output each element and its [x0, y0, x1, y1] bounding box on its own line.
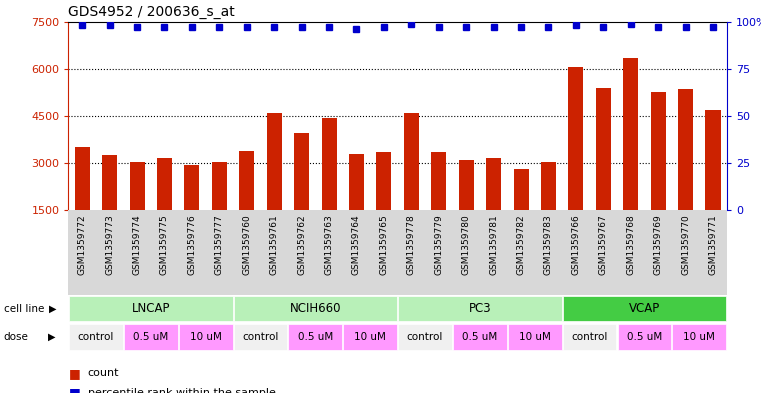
Text: cell line: cell line — [4, 303, 44, 314]
Text: control: control — [407, 332, 443, 342]
Bar — [541, 162, 556, 257]
Text: GSM1359781: GSM1359781 — [489, 215, 498, 275]
Bar — [596, 88, 611, 257]
Text: GSM1359772: GSM1359772 — [78, 215, 87, 275]
Bar — [69, 324, 123, 350]
Bar — [618, 324, 671, 350]
Bar — [294, 133, 309, 257]
Text: 10 uM: 10 uM — [519, 332, 551, 342]
Text: GSM1359762: GSM1359762 — [297, 215, 306, 275]
Text: percentile rank within the sample: percentile rank within the sample — [88, 388, 275, 393]
Bar — [343, 324, 397, 350]
Bar — [157, 158, 172, 257]
Text: GSM1359778: GSM1359778 — [407, 215, 416, 275]
Bar — [562, 324, 616, 350]
Text: 0.5 uM: 0.5 uM — [627, 332, 662, 342]
Text: 0.5 uM: 0.5 uM — [133, 332, 168, 342]
Bar — [508, 324, 562, 350]
Text: control: control — [572, 332, 608, 342]
Bar — [234, 324, 288, 350]
Text: GSM1359780: GSM1359780 — [462, 215, 471, 275]
Bar — [514, 169, 529, 257]
Text: 0.5 uM: 0.5 uM — [298, 332, 333, 342]
Text: GSM1359766: GSM1359766 — [572, 215, 581, 275]
Bar — [124, 324, 177, 350]
Text: PC3: PC3 — [469, 302, 491, 315]
Text: GSM1359768: GSM1359768 — [626, 215, 635, 275]
Text: GSM1359763: GSM1359763 — [324, 215, 333, 275]
Text: dose: dose — [4, 332, 29, 342]
Bar — [459, 160, 474, 257]
Bar — [102, 155, 117, 257]
Bar — [431, 152, 446, 257]
Bar — [212, 162, 227, 257]
Bar — [266, 113, 282, 257]
Text: GSM1359767: GSM1359767 — [599, 215, 608, 275]
Bar — [179, 324, 233, 350]
Bar — [398, 324, 452, 350]
Bar — [184, 165, 199, 257]
Bar — [678, 89, 693, 257]
Text: GSM1359774: GSM1359774 — [132, 215, 142, 275]
Text: GSM1359777: GSM1359777 — [215, 215, 224, 275]
Text: GSM1359770: GSM1359770 — [681, 215, 690, 275]
Text: LNCAP: LNCAP — [132, 302, 170, 315]
Text: GSM1359769: GSM1359769 — [654, 215, 663, 275]
Text: GSM1359779: GSM1359779 — [435, 215, 443, 275]
Bar — [321, 118, 336, 257]
Bar — [486, 158, 501, 257]
Text: 10 uM: 10 uM — [355, 332, 386, 342]
Bar — [377, 152, 391, 257]
Text: GSM1359771: GSM1359771 — [708, 215, 718, 275]
Bar — [234, 296, 397, 321]
Bar — [651, 92, 666, 257]
Bar — [562, 296, 726, 321]
Text: VCAP: VCAP — [629, 302, 660, 315]
Text: GSM1359765: GSM1359765 — [380, 215, 388, 275]
Bar — [69, 296, 233, 321]
Bar — [239, 151, 254, 257]
Bar — [75, 147, 90, 257]
Text: ■: ■ — [68, 367, 80, 380]
Text: GSM1359773: GSM1359773 — [105, 215, 114, 275]
Text: GSM1359761: GSM1359761 — [269, 215, 279, 275]
Bar — [129, 162, 145, 257]
Text: control: control — [78, 332, 114, 342]
Text: 10 uM: 10 uM — [683, 332, 715, 342]
Text: GSM1359782: GSM1359782 — [517, 215, 526, 275]
Text: ■: ■ — [68, 386, 80, 393]
Text: count: count — [88, 368, 119, 378]
Text: GSM1359760: GSM1359760 — [242, 215, 251, 275]
Text: GSM1359764: GSM1359764 — [352, 215, 361, 275]
Bar — [623, 58, 638, 257]
Bar — [349, 154, 364, 257]
Text: 10 uM: 10 uM — [189, 332, 221, 342]
Text: GSM1359776: GSM1359776 — [187, 215, 196, 275]
Text: NCIH660: NCIH660 — [290, 302, 341, 315]
Bar — [404, 113, 419, 257]
Text: ▶: ▶ — [48, 332, 56, 342]
Bar — [453, 324, 507, 350]
Text: ▶: ▶ — [49, 303, 57, 314]
Bar — [673, 324, 726, 350]
Text: GSM1359775: GSM1359775 — [160, 215, 169, 275]
Text: GDS4952 / 200636_s_at: GDS4952 / 200636_s_at — [68, 5, 235, 19]
Bar — [288, 324, 342, 350]
Text: 0.5 uM: 0.5 uM — [462, 332, 498, 342]
Bar — [568, 67, 584, 257]
Bar — [398, 296, 562, 321]
Text: control: control — [242, 332, 279, 342]
Bar — [705, 110, 721, 257]
Text: GSM1359783: GSM1359783 — [544, 215, 553, 275]
